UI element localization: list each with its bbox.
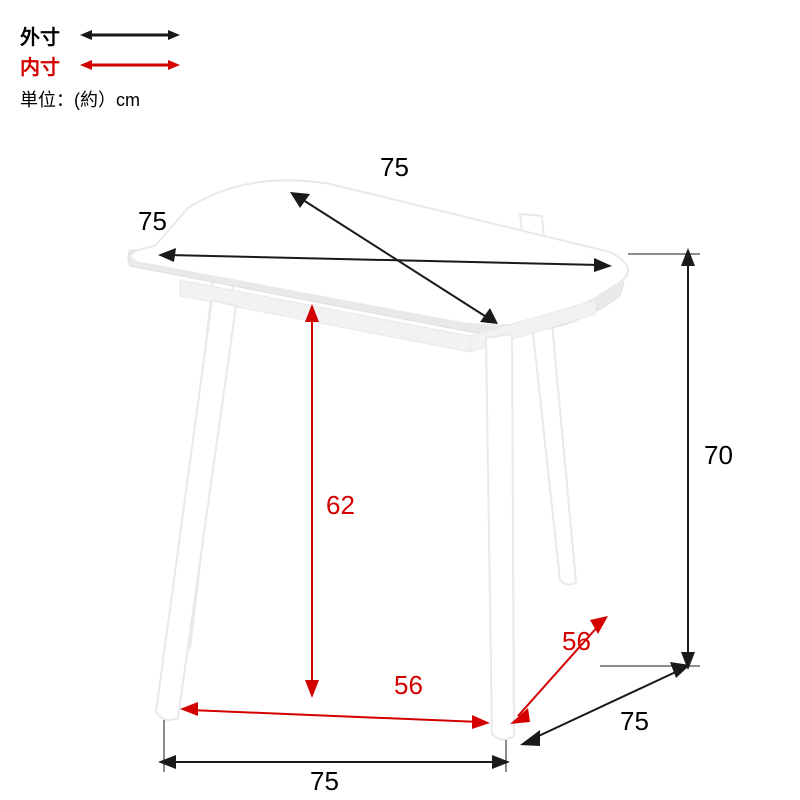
label-bottom-depth: 75: [620, 706, 649, 737]
dim-bottom-width: [158, 720, 510, 772]
label-leg-side: 56: [562, 626, 591, 657]
label-bottom-width: 75: [310, 766, 339, 797]
dim-leg-side: [510, 616, 608, 724]
dim-height-outer: [600, 248, 700, 670]
dim-leg-front: [180, 702, 490, 729]
label-height-inner: 62: [326, 490, 355, 521]
dim-bottom-depth: [520, 662, 690, 746]
label-top-depth: 75: [138, 206, 167, 237]
label-height-outer: 70: [704, 440, 733, 471]
label-leg-front: 56: [394, 670, 423, 701]
label-top-width: 75: [380, 152, 409, 183]
dim-height-inner: [305, 304, 319, 698]
